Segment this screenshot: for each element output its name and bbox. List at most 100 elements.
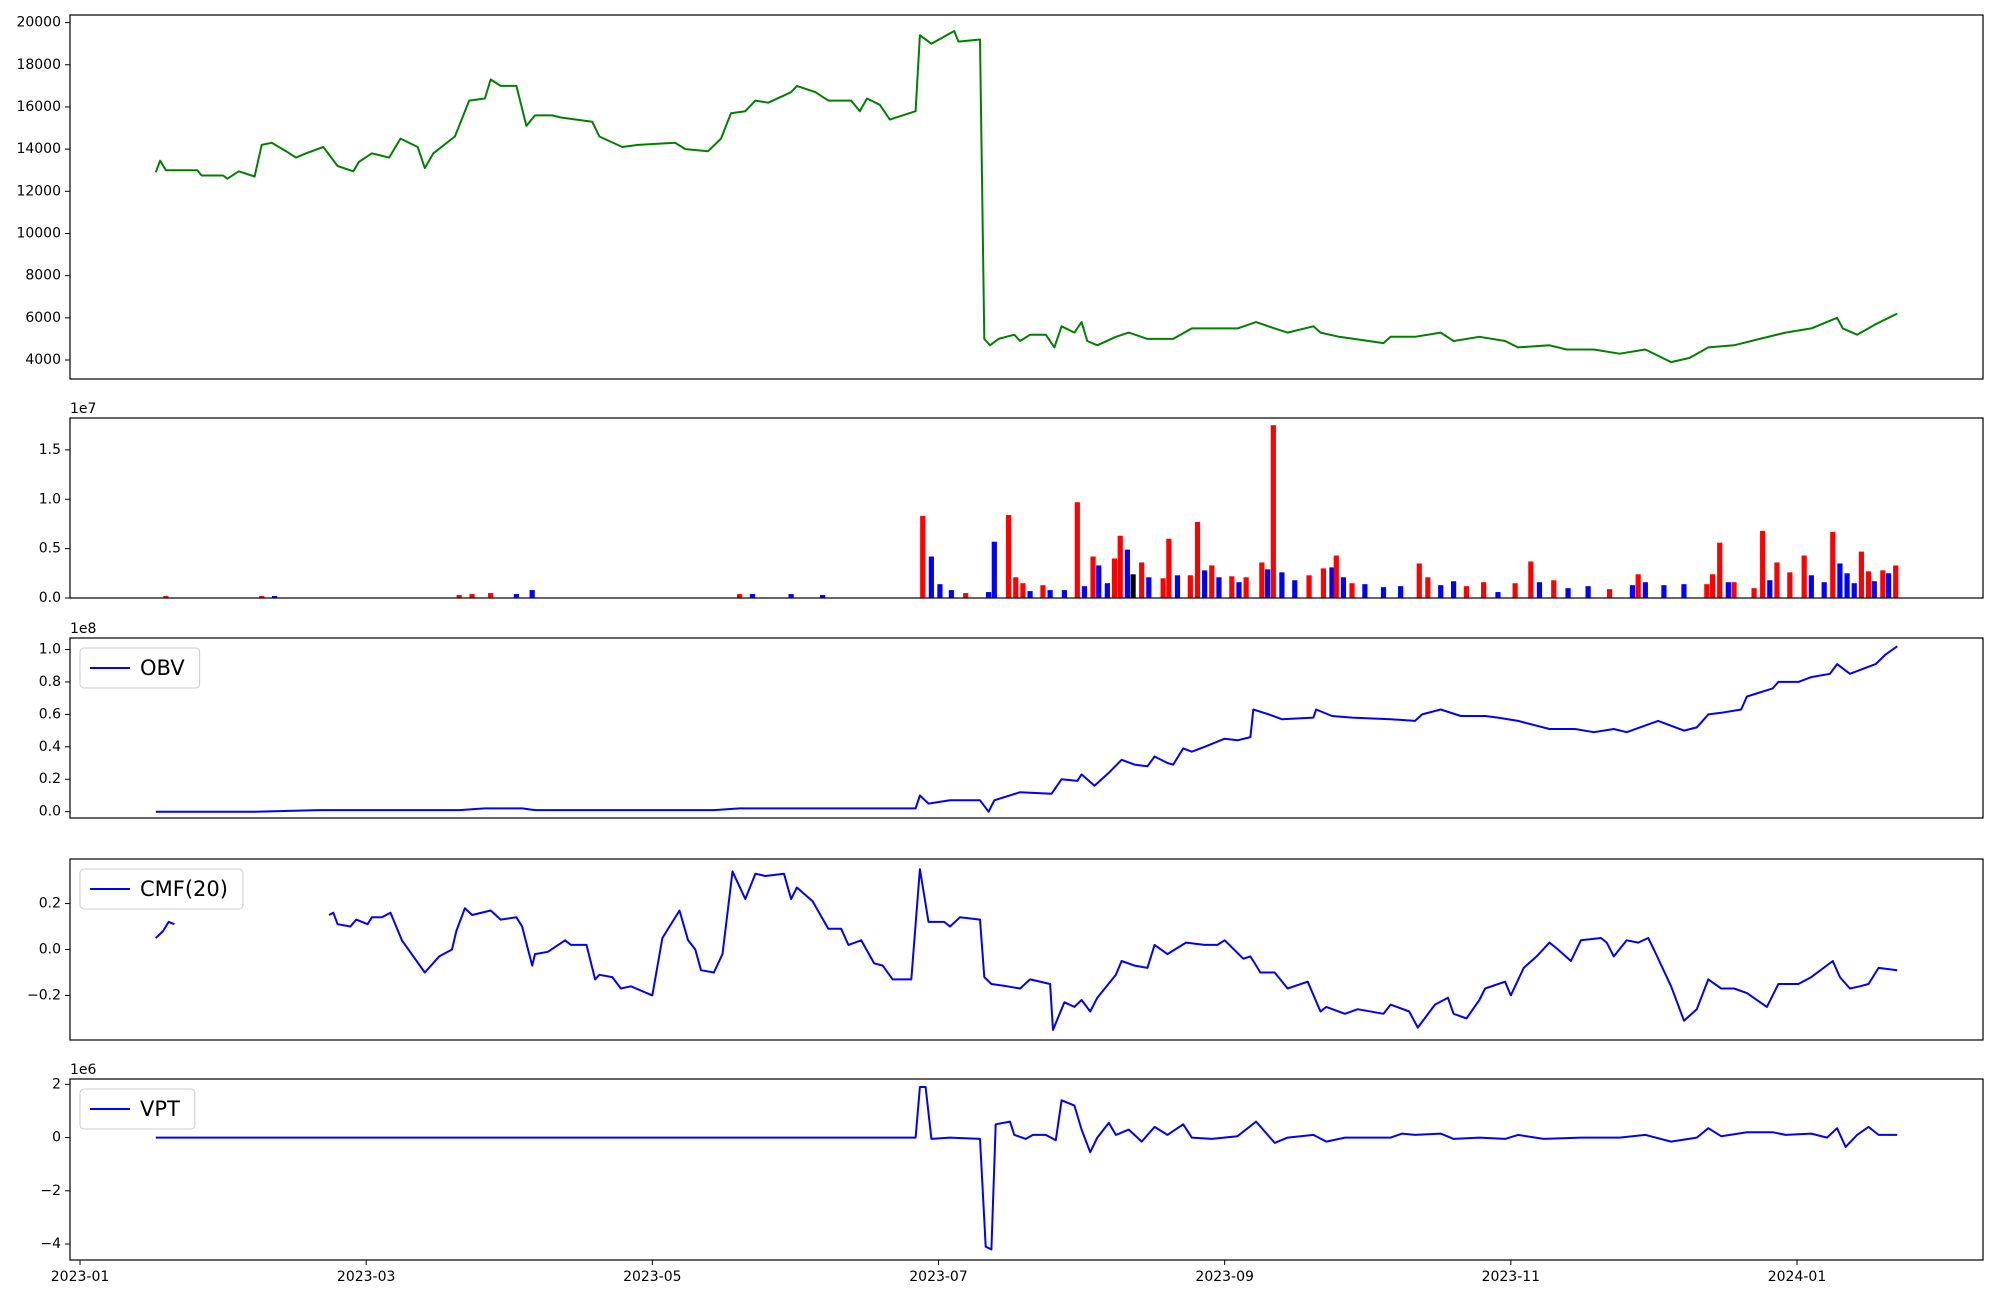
volume-bar xyxy=(1416,563,1422,598)
y-tick-label: 4000 xyxy=(25,352,61,368)
volume-bar xyxy=(1681,584,1687,598)
y-tick-label: 0.5 xyxy=(39,541,61,557)
y-tick-label: 0.2 xyxy=(39,896,61,912)
volume-bar xyxy=(1760,530,1766,598)
axes-frame xyxy=(69,637,1984,819)
y-tick-label: 0.2 xyxy=(39,771,61,787)
y-tick-label: 0.4 xyxy=(39,739,61,755)
volume-bar xyxy=(1787,572,1793,598)
volume-bar xyxy=(1801,555,1807,598)
axes-frame xyxy=(69,417,1984,599)
x-tick-label: 2023-07 xyxy=(909,1269,968,1285)
volume-bar xyxy=(985,592,992,598)
volume-bar xyxy=(259,596,265,598)
volume-bar xyxy=(1893,565,1899,598)
y-tick-label: 10000 xyxy=(16,225,61,241)
volume-bar xyxy=(937,584,943,598)
volume-bar xyxy=(513,594,520,598)
volume-bar xyxy=(1635,574,1641,598)
volume-bar xyxy=(163,596,169,598)
volume-bar xyxy=(1642,582,1648,598)
volume-bar xyxy=(1130,574,1136,598)
y-tick-label: 1.5 xyxy=(39,442,61,458)
volume-bar xyxy=(1751,588,1757,598)
x-tick-label: 2023-01 xyxy=(51,1269,110,1285)
legend-box xyxy=(79,868,244,910)
x-tick-label: 2023-11 xyxy=(1482,1269,1541,1285)
volume-bar xyxy=(991,541,997,598)
volume-bar xyxy=(1349,583,1355,598)
volume-bar xyxy=(1117,535,1123,598)
volume-bar xyxy=(1306,575,1312,598)
y-tick-label: 6000 xyxy=(25,310,61,326)
volume-bar xyxy=(1528,561,1534,598)
volume-bar xyxy=(1124,549,1130,598)
volume-bar xyxy=(1027,591,1033,598)
y-tick-label: 20000 xyxy=(16,15,61,31)
volume-bar xyxy=(1216,577,1222,598)
y-tick-label: 14000 xyxy=(16,141,61,157)
volume-bar xyxy=(1096,565,1102,598)
volume-bar xyxy=(529,590,535,598)
volume-bar xyxy=(1340,577,1347,598)
y-tick-label: 8000 xyxy=(25,268,61,284)
volume-bar xyxy=(1074,502,1080,598)
series-line xyxy=(155,868,1898,1031)
offset-text: 1e8 xyxy=(70,621,96,637)
series-line xyxy=(155,1086,1898,1251)
volume-bar xyxy=(1398,586,1404,598)
volume-bar xyxy=(1166,538,1172,598)
y-tick-label: −4 xyxy=(40,1236,61,1252)
y-tick-label: 18000 xyxy=(16,57,61,73)
volume-bar xyxy=(1264,569,1271,598)
volume-bar xyxy=(920,516,926,598)
volume-bar xyxy=(1279,572,1285,598)
volume-bar xyxy=(1725,582,1731,598)
volume-bar xyxy=(1606,589,1613,598)
y-tick-label: 1.0 xyxy=(39,491,61,507)
x-tick-label: 2023-05 xyxy=(623,1269,682,1285)
volume-bar xyxy=(1146,577,1152,598)
volume-bar xyxy=(1821,582,1827,598)
volume-bar xyxy=(1871,581,1877,598)
axes-frame xyxy=(69,1078,1984,1261)
volume-bar xyxy=(1885,573,1892,598)
volume-bar xyxy=(1851,583,1857,598)
offset-text: 1e6 xyxy=(70,1062,97,1078)
y-tick-label: 0.0 xyxy=(39,590,61,606)
volume-bar xyxy=(1551,580,1557,598)
volume-bar xyxy=(1187,575,1193,598)
volume-bar xyxy=(1880,570,1886,598)
volume-bar xyxy=(1333,555,1339,598)
volume-bar xyxy=(948,590,954,598)
volume-bar xyxy=(488,593,494,598)
volume-bar xyxy=(1040,585,1046,598)
volume-bar xyxy=(1362,584,1368,598)
volume-bar xyxy=(1139,562,1145,598)
y-tick-label: 12000 xyxy=(16,183,61,199)
volume-bar xyxy=(1717,542,1723,598)
y-tick-label: 0.8 xyxy=(39,674,61,690)
volume-bar xyxy=(1450,581,1457,598)
volume-bar xyxy=(1767,580,1773,598)
volume-bar xyxy=(1270,425,1276,598)
y-tick-label: 0.6 xyxy=(39,706,61,722)
volume-bar xyxy=(456,595,462,598)
volume-bar xyxy=(963,593,969,598)
volume-bar xyxy=(1774,562,1780,598)
legend-label: CMF(20) xyxy=(140,877,228,901)
volume-bar xyxy=(1236,582,1242,598)
volume-bar xyxy=(1020,583,1026,598)
x-tick-label: 2023-03 xyxy=(337,1269,396,1285)
volume-bar xyxy=(1844,573,1850,598)
series-line xyxy=(155,645,1898,813)
volume-bar xyxy=(1837,563,1843,598)
volume-bar xyxy=(1512,583,1518,598)
volume-bar xyxy=(1006,515,1012,598)
volume-bar xyxy=(1865,571,1872,598)
volume-bar xyxy=(1463,586,1470,598)
volume-bar xyxy=(1709,574,1716,598)
volume-bar xyxy=(1160,578,1166,598)
volume-bar xyxy=(1259,562,1265,598)
volume-bar xyxy=(1438,585,1444,598)
